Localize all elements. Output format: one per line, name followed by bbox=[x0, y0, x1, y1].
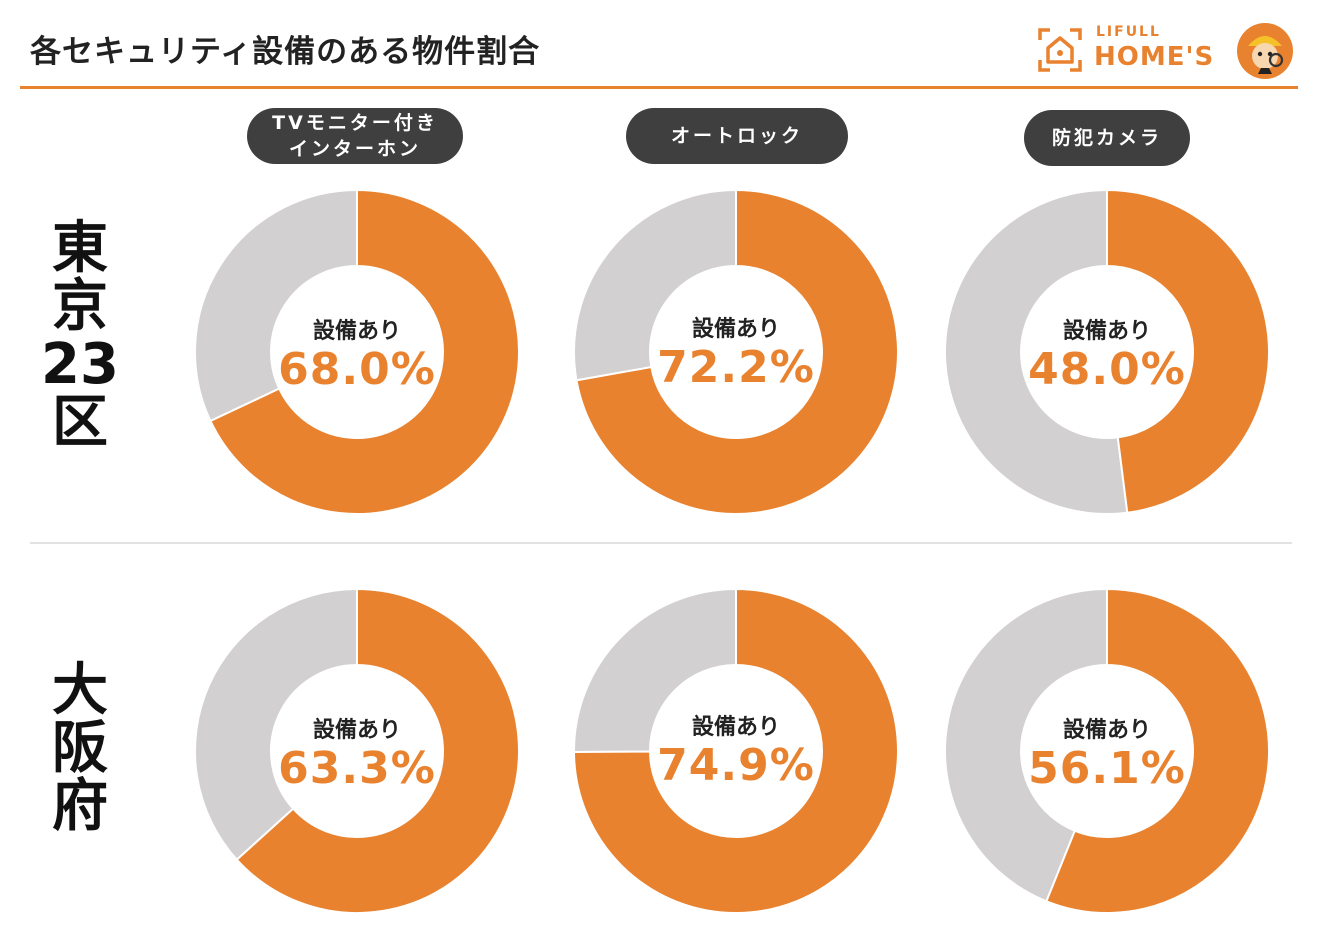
donut-center-value: 68.0% bbox=[278, 344, 436, 395]
column-header-line: TVモニター付き bbox=[272, 112, 438, 134]
donut-slice-equipped bbox=[575, 190, 898, 514]
donut-center-label: 設備あり bbox=[1062, 718, 1151, 743]
donut-chart bbox=[574, 589, 898, 913]
column-header-camera: 防犯カメラ bbox=[1024, 110, 1190, 166]
row-label-tokyo: 東 京 23 区 bbox=[40, 220, 120, 452]
donut-slice-remainder bbox=[195, 589, 358, 862]
donut-slice-remainder bbox=[574, 589, 737, 754]
donut-center-value: 63.3% bbox=[278, 743, 436, 794]
donut-chart bbox=[945, 190, 1269, 514]
page-title: 各セキュリティ設備のある物件割合 bbox=[30, 34, 541, 70]
donut-center-label: 設備あり bbox=[691, 317, 780, 342]
house-logo-icon bbox=[1038, 28, 1082, 72]
donut-slice-equipped bbox=[235, 589, 519, 913]
donut-slice-remainder bbox=[574, 190, 737, 382]
row-label-char: 大 bbox=[52, 658, 108, 723]
donut-center-value: 56.1% bbox=[1028, 743, 1186, 794]
row-label-char: 東 bbox=[52, 216, 108, 281]
column-header-intercom: TVモニター付き インターホン bbox=[247, 108, 463, 164]
donut-center-label: 設備あり bbox=[312, 319, 401, 344]
donut-center-value: 72.2% bbox=[657, 342, 815, 393]
donut-center-label: 設備あり bbox=[691, 715, 780, 740]
column-header-line: 防犯カメラ bbox=[1051, 127, 1162, 149]
donut-chart bbox=[195, 589, 519, 913]
row-label-osaka: 大 阪 府 bbox=[40, 662, 120, 836]
row-divider bbox=[30, 542, 1292, 544]
donut-slice-equipped bbox=[1045, 589, 1269, 913]
donut-center-value: 48.0% bbox=[1028, 344, 1186, 395]
logo-text-top: LIFULL bbox=[1096, 24, 1161, 40]
column-header-line: インターホン bbox=[288, 138, 421, 160]
row-label-char: 23 bbox=[41, 332, 119, 397]
column-header-autolock: オートロック bbox=[626, 108, 848, 164]
donut-slice-remainder bbox=[945, 589, 1108, 903]
donut-chart bbox=[195, 190, 519, 514]
title-underline bbox=[20, 86, 1298, 89]
donut-chart bbox=[574, 190, 898, 514]
row-label-char: 府 bbox=[52, 774, 108, 839]
column-header-line: オートロック bbox=[670, 125, 803, 147]
donut-center-label: 設備あり bbox=[312, 718, 401, 743]
mascot-icon bbox=[1237, 23, 1293, 79]
donut-center-value: 74.9% bbox=[657, 740, 815, 791]
donut-slice-equipped bbox=[1106, 190, 1269, 514]
donut-chart bbox=[945, 589, 1269, 913]
donut-slice-remainder bbox=[945, 190, 1129, 514]
donut-slice-equipped bbox=[574, 589, 898, 913]
brand-logo: LIFULL HOME'S bbox=[1036, 22, 1298, 82]
row-label-char: 区 bbox=[52, 390, 108, 455]
logo-text-bottom: HOME'S bbox=[1094, 42, 1215, 72]
donut-slice-equipped bbox=[209, 190, 519, 514]
donut-center-label: 設備あり bbox=[1062, 319, 1151, 344]
row-label-char: 阪 bbox=[52, 716, 108, 781]
donut-slice-remainder bbox=[195, 190, 358, 423]
row-label-char: 京 bbox=[52, 274, 108, 339]
